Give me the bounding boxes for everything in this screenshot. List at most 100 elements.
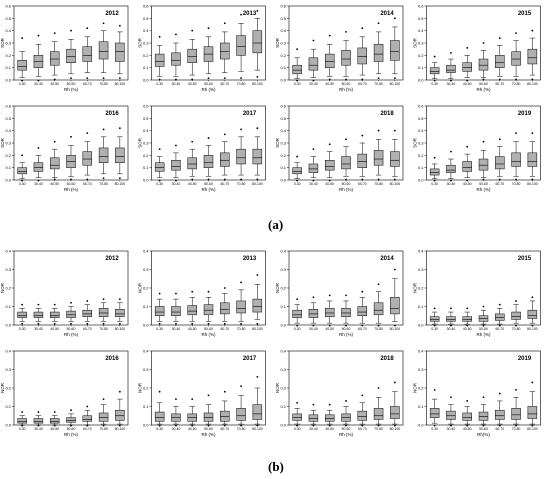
- x-tick-label: 30-40: [172, 427, 181, 431]
- box-group: [66, 135, 76, 181]
- outlier-upper: [70, 409, 72, 412]
- outlier-lower: [53, 78, 56, 81]
- box: [292, 167, 302, 175]
- outlier-lower: [240, 322, 242, 325]
- y-tick-label: 0.1: [5, 65, 11, 70]
- outlier-upper: [450, 396, 452, 399]
- x-axis-label: Rh (%): [339, 432, 354, 437]
- box: [308, 309, 319, 318]
- outlier-upper: [37, 147, 40, 149]
- chart-title: 2018: [380, 356, 394, 362]
- outlier-upper: [361, 134, 364, 137]
- y-tick-label: 0.3: [280, 267, 286, 272]
- outlier-upper: [482, 305, 485, 308]
- box-group: [390, 381, 400, 427]
- outlier-lower: [102, 77, 105, 80]
- box-group: [17, 37, 27, 82]
- box-group: [390, 17, 400, 80]
- y-tick-label: 0.0: [280, 78, 286, 83]
- outlier-lower: [531, 78, 534, 81]
- outlier-lower: [207, 322, 210, 325]
- box-group: [341, 400, 351, 427]
- y-tick-label: 0.5: [280, 116, 286, 121]
- box: [66, 310, 76, 318]
- box-group: [33, 147, 44, 182]
- outlier-upper: [498, 303, 501, 306]
- box-group: [220, 22, 230, 80]
- box-group: [324, 294, 335, 327]
- y-tick-label: 0.6: [418, 4, 424, 9]
- outlier-upper: [361, 394, 364, 397]
- y-axis-label: SOR: [0, 137, 5, 148]
- box: [357, 153, 368, 168]
- box: [33, 418, 44, 424]
- outlier-upper: [70, 135, 72, 138]
- box: [511, 311, 521, 320]
- x-tick-label: 70-80: [374, 182, 383, 186]
- outlier-lower: [240, 77, 242, 80]
- outlier-upper: [393, 268, 396, 271]
- x-axis-label: Rh (%): [339, 332, 354, 337]
- y-tick-label: 0.3: [280, 367, 286, 372]
- x-tick-label: 40-50: [50, 82, 59, 86]
- x-axis-label: Rh (%): [476, 187, 491, 192]
- x-tick-label: 60-70: [358, 182, 367, 186]
- y-tick-label: 0.2: [418, 53, 424, 58]
- y-tick-label: 0.4: [280, 249, 286, 254]
- outlier-lower: [515, 178, 517, 181]
- y-tick-label: 0.0: [5, 178, 11, 183]
- x-tick-label: 0-30: [431, 82, 438, 86]
- outlier-upper: [312, 39, 315, 42]
- outlier-upper: [240, 281, 242, 284]
- y-tick-label: 0.6: [418, 104, 424, 109]
- y-tick-label: 0.1: [418, 165, 424, 170]
- box: [292, 413, 302, 421]
- box: [82, 151, 93, 166]
- box: [429, 316, 440, 322]
- x-tick-label: 50-60: [342, 427, 351, 431]
- box: [478, 158, 489, 171]
- outlier-upper: [158, 292, 161, 295]
- box-group: [252, 274, 263, 325]
- x-tick-label: 70-80: [99, 427, 108, 431]
- box: [357, 47, 368, 65]
- outlier-upper: [86, 405, 89, 408]
- y-tick-label: 0.4: [418, 249, 424, 254]
- x-tick-label: 30-40: [34, 182, 43, 186]
- box: [429, 408, 440, 418]
- outlier-upper: [466, 307, 469, 310]
- x-tick-label: 80-100: [390, 427, 401, 431]
- outlier-lower: [70, 178, 72, 181]
- box-group: [462, 400, 472, 427]
- y-tick-label: 0.1: [143, 65, 149, 70]
- x-tick-label: 60-70: [83, 182, 92, 186]
- box: [236, 300, 246, 314]
- box-group: [511, 132, 521, 181]
- x-tick-label: 0-30: [19, 182, 26, 186]
- chart-a-2016: 0.0 0.1 0.2 0.3 0.4 0.5 0.6 SOR 2016 0-30 30-40 40-…: [0, 104, 129, 192]
- y-tick-label: 0.2: [5, 53, 11, 58]
- y-tick-label: 0.2: [280, 286, 286, 291]
- box-group: [66, 301, 76, 325]
- outlier-upper: [118, 127, 121, 130]
- box: [236, 148, 246, 165]
- y-tick-label: 0.2: [143, 386, 149, 391]
- y-tick-label: 0.6: [143, 4, 149, 9]
- box: [390, 40, 400, 61]
- outlier-lower: [515, 78, 517, 81]
- chart-title: 2016: [105, 356, 119, 362]
- box: [66, 48, 76, 63]
- y-axis-label: NOR: [413, 282, 418, 293]
- box-group: [511, 388, 521, 427]
- box: [66, 417, 76, 423]
- x-tick-label: 40-50: [325, 182, 334, 186]
- chart-title: 2013: [243, 256, 257, 262]
- box: [373, 408, 384, 420]
- outlier-upper: [482, 140, 485, 143]
- y-tick-label: 0.0: [5, 323, 11, 328]
- box-group: [98, 398, 109, 427]
- outlier-upper: [515, 388, 517, 391]
- x-tick-label: 0-30: [156, 82, 163, 86]
- outlier-upper: [37, 411, 40, 413]
- box: [203, 155, 214, 168]
